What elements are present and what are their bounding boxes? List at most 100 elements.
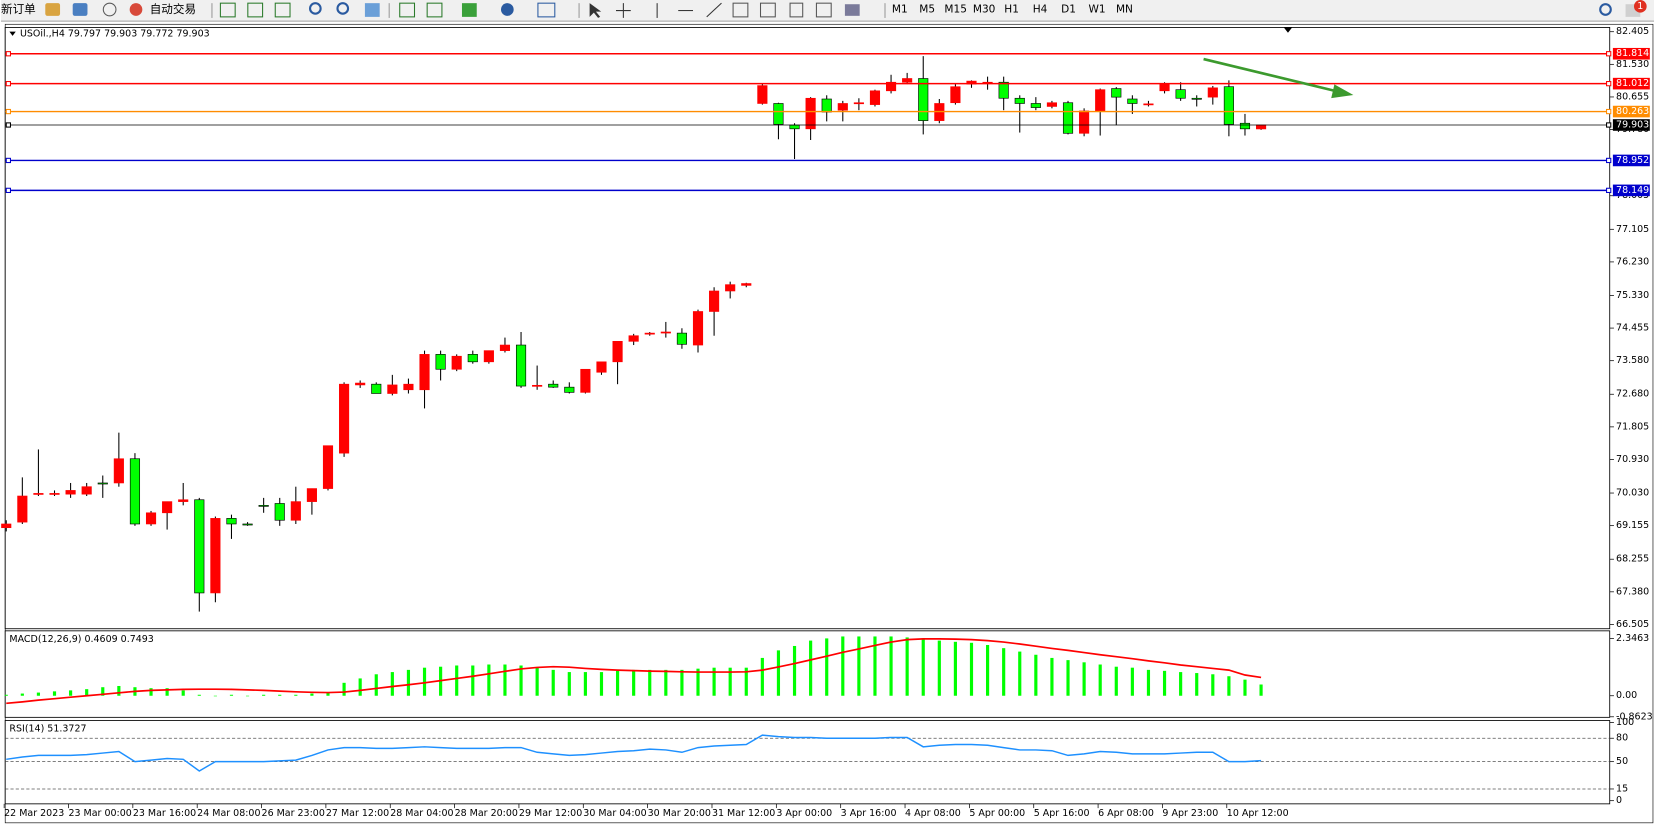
macd-bar: [648, 669, 652, 696]
icon[interactable]: [461, 3, 477, 17]
macd-bar: [342, 682, 346, 696]
icon[interactable]: [732, 2, 749, 18]
timeframe-button[interactable]: H4: [1033, 3, 1048, 15]
macd-bar: [1098, 664, 1102, 696]
level-label-bg: [1612, 154, 1650, 167]
macd-bar: [632, 669, 636, 696]
y-tick-label: 76.230: [1616, 256, 1649, 267]
y-tick-label: 50: [1616, 756, 1628, 767]
level-handle[interactable]: [1606, 187, 1612, 194]
icon[interactable]: [219, 2, 236, 18]
icon[interactable]: [129, 3, 143, 16]
macd-bar: [519, 665, 523, 696]
level-handle[interactable]: [1606, 51, 1612, 57]
macd-bar: [69, 690, 73, 696]
macd-title: MACD(12,26,9) 0.4609 0.7493: [9, 634, 153, 645]
timeframe-button[interactable]: W1: [1088, 3, 1105, 15]
level-handle[interactable]: [1606, 157, 1612, 164]
icon[interactable]: [247, 2, 264, 18]
level-handle[interactable]: [1606, 108, 1612, 115]
macd-bar: [728, 667, 732, 696]
icon[interactable]: [759, 2, 776, 18]
timeframe-button[interactable]: M30: [973, 3, 996, 15]
search-icon[interactable]: [1599, 3, 1612, 16]
candle-body: [757, 85, 768, 104]
icon[interactable]: [399, 2, 416, 18]
new-order[interactable]: 新订单: [1, 2, 36, 16]
icon[interactable]: [336, 2, 350, 15]
candle-body: [451, 355, 462, 370]
level-handle[interactable]: [5, 157, 11, 164]
candle-body: [692, 311, 704, 346]
symbol-menu[interactable]: [9, 31, 16, 36]
x-tick-label: 10 Apr 12:00: [1227, 808, 1289, 819]
y-tick-label: 15: [1616, 783, 1628, 794]
y-tick-label: 74.455: [1616, 323, 1649, 334]
icon[interactable]: [537, 2, 556, 18]
macd-bar: [36, 692, 41, 696]
icon[interactable]: [844, 4, 860, 16]
level-handle[interactable]: [5, 81, 11, 87]
candle-body: [1143, 103, 1154, 106]
level-handle[interactable]: [5, 51, 11, 57]
macd-bar: [310, 693, 314, 696]
macd-bar: [776, 650, 781, 696]
crosshair-icon[interactable]: [615, 3, 631, 18]
macd-bar: [197, 694, 201, 696]
y-tick-label: 81.530: [1616, 59, 1649, 70]
macd-bar: [792, 645, 797, 696]
icon[interactable]: [102, 2, 117, 17]
icon[interactable]: [815, 2, 832, 18]
cursor-icon[interactable]: [589, 3, 602, 18]
macd-bar: [1082, 662, 1086, 696]
macd-bar: [4, 694, 8, 696]
x-tick-label: 3 Apr 16:00: [841, 808, 897, 819]
plots: 82.40581.53080.65579.78078.00577.10576.2…: [1, 26, 1653, 819]
candle-body: [1127, 98, 1138, 104]
shift-marker: [1283, 27, 1293, 33]
x-tick-label: 3 Apr 00:00: [776, 808, 832, 819]
candle-body: [387, 384, 398, 394]
level-handle[interactable]: [1606, 122, 1612, 128]
trendline-icon[interactable]: [706, 2, 722, 18]
icon[interactable]: [309, 2, 322, 15]
icon[interactable]: [364, 3, 380, 17]
timeframe-button[interactable]: MN: [1116, 3, 1133, 15]
timeframe-button[interactable]: D1: [1061, 3, 1076, 15]
candle-body: [1095, 89, 1106, 112]
icon[interactable]: [426, 2, 443, 18]
level-handle[interactable]: [5, 108, 11, 115]
level-handle[interactable]: [5, 187, 11, 194]
candle-body: [97, 482, 108, 485]
timeframe-button[interactable]: M1: [892, 3, 908, 15]
timeframe-button[interactable]: M15: [944, 3, 966, 15]
candle-body: [322, 445, 334, 489]
arrow-line: [1203, 57, 1339, 94]
icon[interactable]: [72, 3, 88, 16]
macd-bar: [567, 672, 571, 696]
icon[interactable]: [789, 2, 804, 18]
macd-bar: [1130, 667, 1134, 696]
candle-body: [885, 81, 897, 92]
candle-body: [306, 488, 317, 502]
candle-body: [950, 86, 961, 104]
macd-bar: [1114, 666, 1118, 696]
candle-body: [709, 290, 720, 312]
candle-body: [226, 518, 237, 525]
icon[interactable]: [274, 2, 291, 18]
level-handle[interactable]: [5, 122, 11, 128]
level-label-bg: [1612, 77, 1650, 90]
candle-body: [1030, 103, 1041, 108]
level-handle[interactable]: [1606, 81, 1612, 87]
macd-bar: [615, 670, 620, 696]
macd-bar: [744, 667, 748, 696]
x-tick-label: 22 Mar 2023: [4, 808, 64, 819]
timeframe-button[interactable]: M5: [919, 3, 935, 15]
level-label-bg: [1612, 184, 1650, 197]
icon[interactable]: [45, 3, 61, 16]
macd-bar: [326, 692, 330, 696]
auto-trading[interactable]: 自动交易: [150, 2, 196, 16]
x-tick-label: 28 Mar 20:00: [455, 808, 518, 819]
icon[interactable]: [501, 3, 514, 16]
timeframe-button[interactable]: H1: [1004, 3, 1019, 15]
